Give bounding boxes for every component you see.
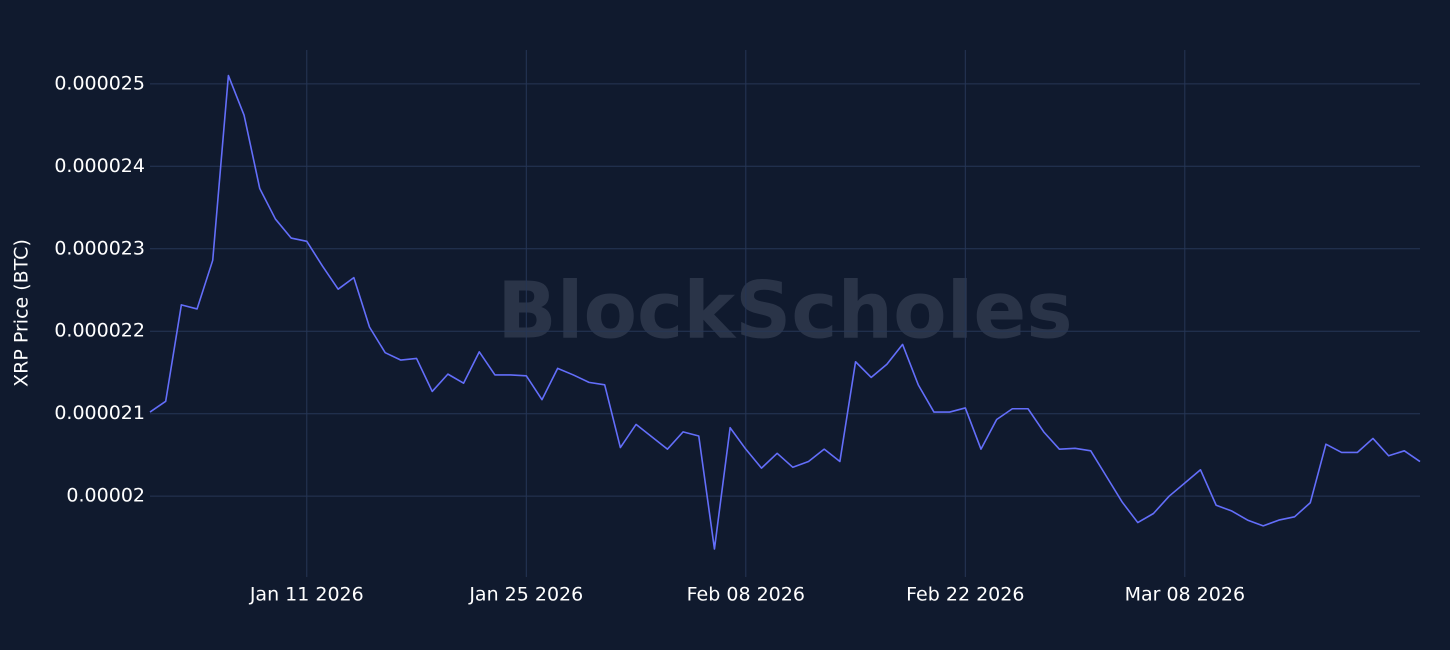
y-tick-label: 0.000022: [54, 320, 145, 342]
y-axis-label: XRP Price (BTC): [11, 239, 33, 387]
watermark: BlockScholes: [497, 266, 1072, 356]
x-tick-label: Mar 08 2026: [1125, 584, 1245, 606]
x-tick-label: Jan 25 2026: [468, 584, 583, 606]
x-tick-label: Jan 11 2026: [249, 584, 364, 606]
x-tick-label: Feb 08 2026: [687, 584, 805, 606]
y-tick-label: 0.00002: [66, 485, 145, 507]
price-line: [149, 74, 1421, 550]
x-tick-label: Feb 22 2026: [906, 584, 1024, 606]
y-tick-label: 0.000024: [54, 155, 145, 177]
y-tick-label: 0.000025: [54, 72, 145, 94]
y-tick-label: 0.000023: [54, 237, 145, 259]
y-tick-label: 0.000021: [54, 402, 145, 424]
